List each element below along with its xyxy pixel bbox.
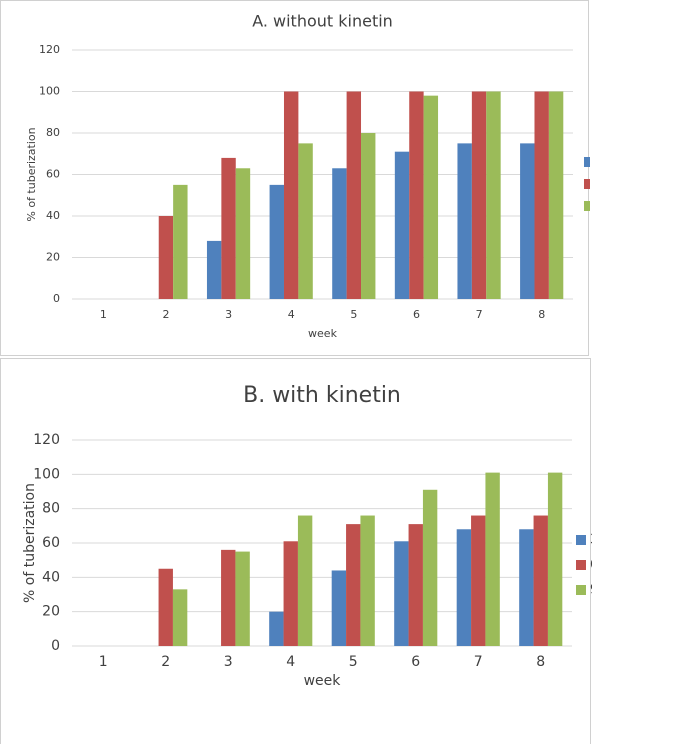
bar	[331, 570, 347, 646]
x-tick-label: 8	[536, 654, 545, 670]
chart-border	[0, 358, 591, 744]
x-tick-label: 5	[350, 308, 357, 321]
x-tick-label: 7	[474, 654, 483, 670]
bar	[298, 143, 313, 299]
bar	[235, 551, 250, 646]
bar	[456, 529, 472, 646]
bar	[394, 541, 409, 646]
bar	[548, 91, 564, 299]
bar	[422, 489, 438, 646]
bar	[519, 529, 534, 646]
y-tick-label: 60	[42, 535, 60, 551]
y-tick-label: 80	[42, 501, 60, 517]
bar	[346, 91, 362, 299]
x-axis-label: week	[304, 673, 342, 689]
bar	[547, 472, 563, 646]
bar	[409, 91, 424, 299]
chart-title: B. with kinetin	[243, 383, 401, 408]
x-tick-label: 2	[162, 308, 169, 321]
x-tick-label: 5	[349, 654, 358, 670]
bar	[533, 515, 548, 646]
x-tick-label: 4	[288, 308, 295, 321]
chart-border	[0, 0, 589, 356]
bar	[235, 168, 251, 299]
legend-swatch	[576, 535, 586, 545]
y-tick-label: 80	[46, 126, 60, 139]
x-tick-label: 1	[99, 654, 108, 670]
bar	[221, 549, 236, 646]
bar	[394, 151, 410, 299]
bar	[158, 568, 173, 646]
y-tick-label: 20	[42, 604, 60, 620]
bar	[486, 91, 501, 299]
bar	[283, 541, 298, 646]
bar	[485, 472, 500, 646]
y-tick-label: 100	[33, 466, 60, 482]
bar	[221, 157, 236, 299]
bar	[408, 524, 423, 646]
chart-a: A. without kinetin 0 20 40 60 80 100 120 % of tu…	[0, 0, 590, 356]
y-tick-label: 0	[51, 638, 60, 654]
legend-label: 30 g/l sucrose	[590, 533, 592, 548]
legend-swatch	[584, 179, 590, 189]
bar	[471, 91, 487, 299]
bar	[269, 611, 284, 646]
x-tick-label: 7	[476, 308, 483, 321]
bar	[423, 95, 439, 300]
x-tick-label: 4	[286, 654, 295, 670]
y-tick-label: 40	[46, 209, 60, 222]
x-tick-label: 2	[161, 654, 170, 670]
bar	[206, 240, 222, 299]
bar	[346, 524, 361, 646]
bar	[520, 143, 535, 299]
legend-label: 60 g/l sucrose	[590, 558, 592, 573]
legend-swatch	[576, 585, 586, 595]
bar	[283, 91, 299, 299]
bar	[360, 515, 375, 646]
y-tick-label: 40	[42, 569, 60, 585]
bar	[361, 133, 376, 299]
y-axis-label: % of tuberization	[22, 483, 38, 603]
x-tick-label: 1	[100, 308, 107, 321]
bar	[172, 589, 188, 646]
bar	[297, 515, 313, 646]
y-axis-label: % of tuberization	[25, 127, 38, 221]
x-tick-label: 6	[413, 308, 420, 321]
x-axis-label: week	[308, 327, 338, 340]
bar	[158, 216, 174, 299]
x-tick-label: 6	[411, 654, 420, 670]
chart-title: A. without kinetin	[252, 12, 393, 31]
legend-swatch	[584, 201, 590, 211]
x-tick-label: 3	[224, 654, 233, 670]
bar	[173, 184, 188, 299]
bar	[534, 91, 549, 299]
y-tick-label: 20	[46, 251, 60, 264]
legend-swatch	[584, 157, 590, 167]
legend-swatch	[576, 560, 586, 570]
y-tick-label: 120	[33, 432, 60, 448]
legend-label: 90 g/l sucrose	[590, 583, 592, 598]
chart-b: B. with kinetin 0 20 40 60 80 100 120 % of tuber…	[0, 358, 592, 744]
x-tick-label: 3	[225, 308, 232, 321]
x-tick-label: 8	[538, 308, 545, 321]
y-tick-label: 0	[53, 292, 60, 305]
y-tick-label: 120	[39, 43, 60, 56]
bar	[471, 515, 486, 646]
bar	[457, 143, 472, 299]
y-tick-label: 100	[39, 85, 60, 98]
bar	[332, 168, 347, 299]
y-tick-label: 60	[46, 168, 60, 181]
bar	[269, 184, 284, 299]
